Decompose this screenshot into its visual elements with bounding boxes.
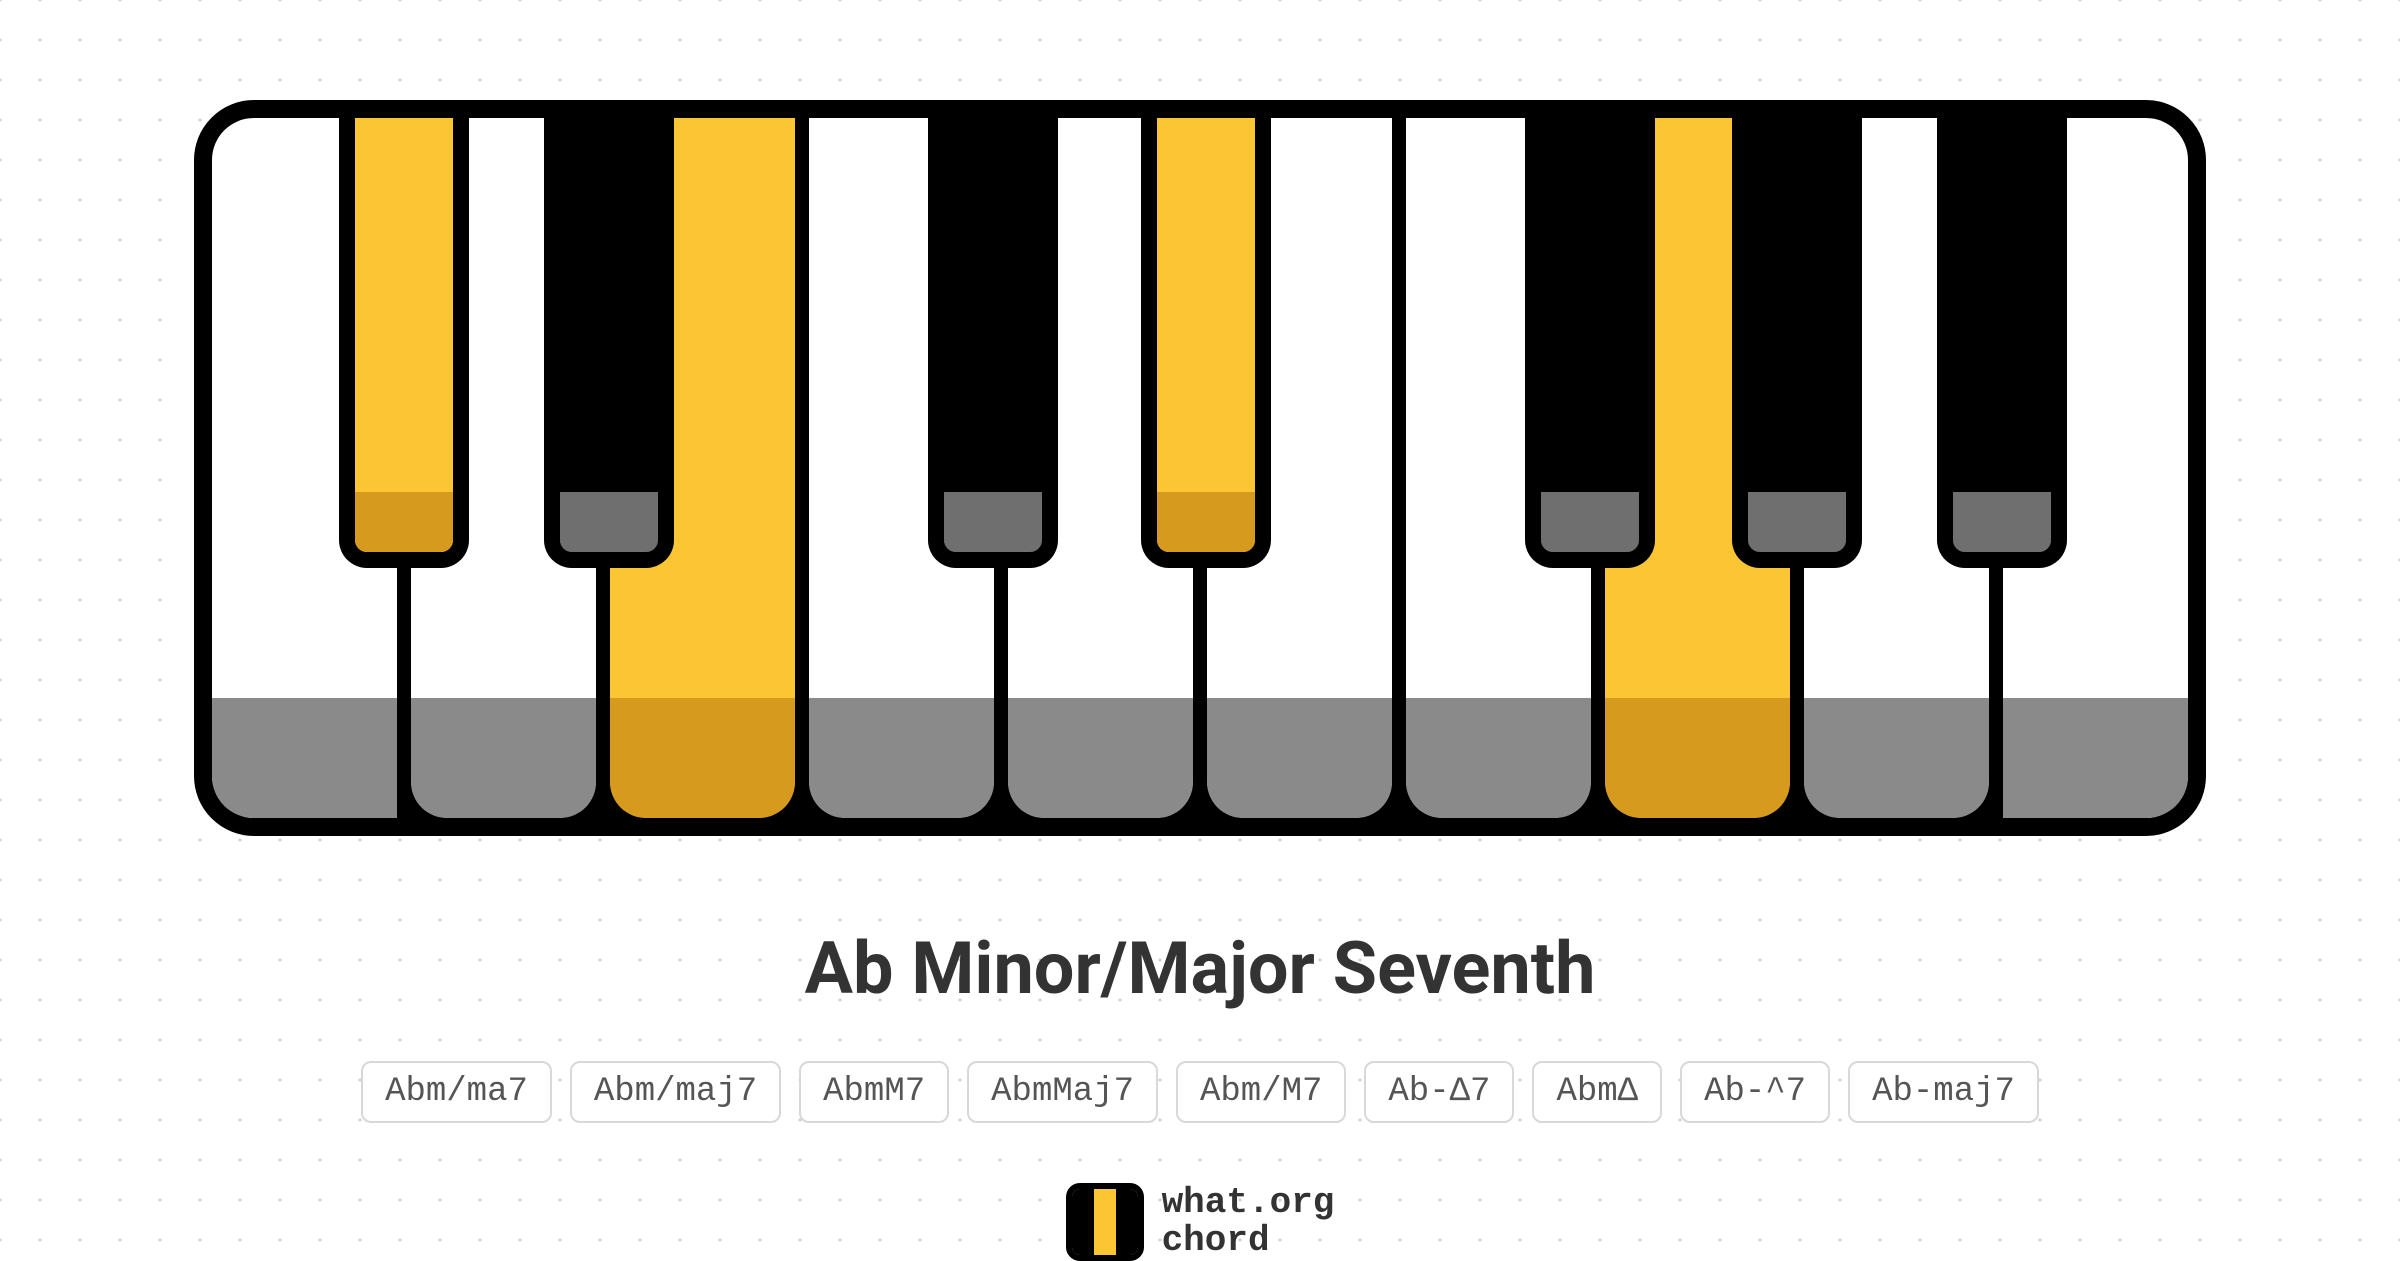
logo-mini-key bbox=[1072, 1189, 1094, 1255]
chord-aliases-row: Abm/ma7 Abm/maj7 AbmM7 AbmMaj7 Abm/M7 Ab-Δ7 Ab… bbox=[361, 1061, 2039, 1123]
logo-mini-key bbox=[1116, 1189, 1138, 1255]
chord-alias: AbmMaj7 bbox=[967, 1061, 1158, 1123]
white-key-G bbox=[212, 118, 397, 818]
chord-alias: Abm/ma7 bbox=[361, 1061, 552, 1123]
chord-alias: AbmΔ bbox=[1532, 1061, 1662, 1123]
chord-alias: Ab-^7 bbox=[1680, 1061, 1830, 1123]
white-keys-row bbox=[212, 118, 2188, 818]
chord-title: Ab Minor/Major Seventh bbox=[805, 926, 1596, 1011]
chord-alias: Abm/maj7 bbox=[570, 1061, 781, 1123]
chord-alias: Ab-Δ7 bbox=[1364, 1061, 1514, 1123]
chord-alias: AbmM7 bbox=[799, 1061, 949, 1123]
chord-alias: Ab-maj7 bbox=[1848, 1061, 2039, 1123]
white-key-A bbox=[1804, 118, 1989, 818]
white-key-B bbox=[2003, 118, 2188, 818]
logo-text: what.org chord bbox=[1162, 1184, 1335, 1260]
white-key-D bbox=[1008, 118, 1193, 818]
logo-line-1: what.org bbox=[1162, 1184, 1335, 1222]
logo-mini-key bbox=[1094, 1189, 1116, 1255]
piano-keyboard bbox=[194, 100, 2206, 836]
logo-icon bbox=[1066, 1183, 1144, 1261]
keyboard-frame bbox=[194, 100, 2206, 836]
white-key-G bbox=[1605, 118, 1790, 818]
white-key-E bbox=[1207, 118, 1392, 818]
white-key-C bbox=[809, 118, 994, 818]
site-logo: what.org chord bbox=[1066, 1183, 1335, 1261]
white-key-A bbox=[411, 118, 596, 818]
logo-line-2: chord bbox=[1162, 1222, 1335, 1260]
chord-alias: Abm/M7 bbox=[1176, 1061, 1346, 1123]
white-key-B bbox=[610, 118, 795, 818]
white-key-F bbox=[1406, 118, 1591, 818]
